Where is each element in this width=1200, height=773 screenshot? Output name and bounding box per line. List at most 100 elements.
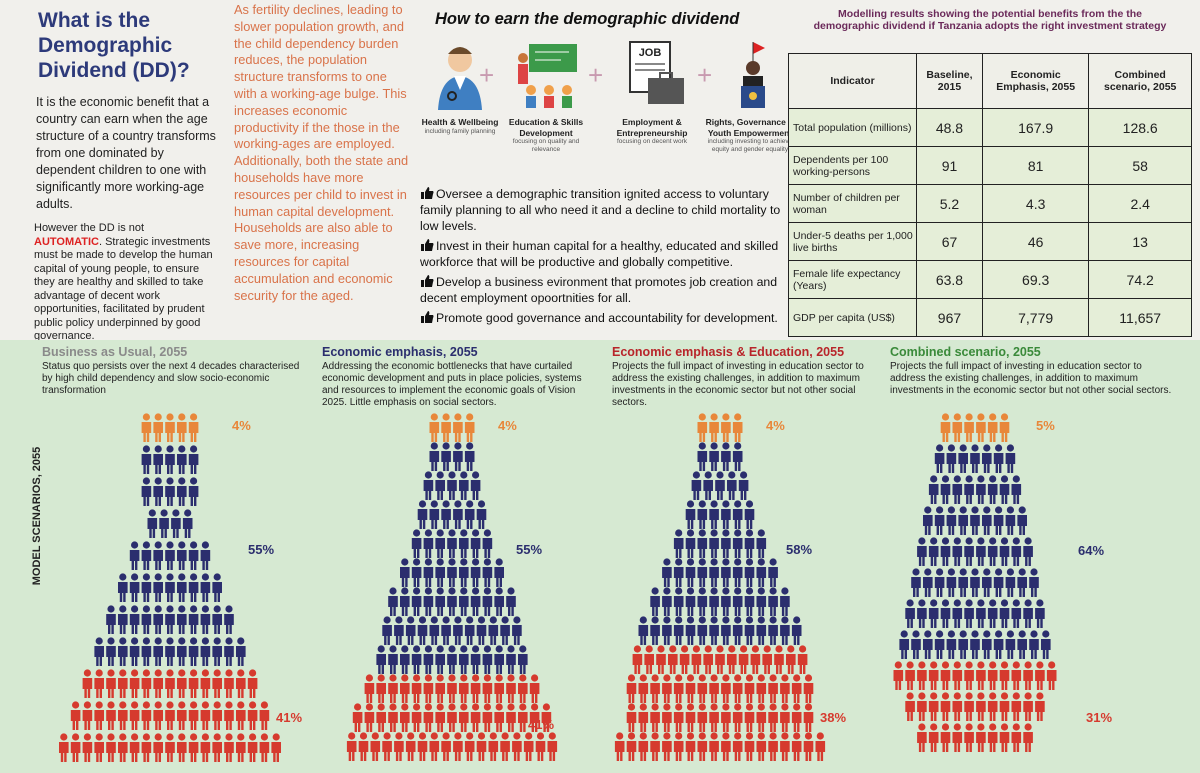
person-icon <box>709 732 719 761</box>
person-body <box>721 683 731 703</box>
person-body <box>447 712 457 732</box>
person-body <box>911 577 921 597</box>
person-icon <box>182 509 193 538</box>
person-icon <box>212 637 222 666</box>
person-icon <box>523 732 534 761</box>
table-cell: 7,779 <box>981 298 1090 337</box>
person-head <box>178 477 186 485</box>
person-icon <box>188 573 199 602</box>
person-body <box>958 515 968 535</box>
person-icon <box>958 506 968 535</box>
person-body <box>106 678 116 698</box>
person-head <box>442 732 450 740</box>
person-body <box>744 741 755 761</box>
person-head <box>448 674 456 682</box>
person-body <box>946 453 957 473</box>
person-icon <box>394 732 404 761</box>
person-body <box>993 515 1004 535</box>
person-head <box>513 732 521 740</box>
table-row: Female life expectancy (Years) 63.8 69.3 74… <box>788 260 1192 299</box>
person-icon <box>423 529 434 558</box>
person-head <box>1030 630 1038 638</box>
person-body <box>435 480 445 500</box>
person-icon <box>82 733 93 762</box>
person-icon <box>650 616 660 645</box>
person-head <box>448 587 456 595</box>
person-head <box>757 616 765 624</box>
person-body <box>159 518 169 538</box>
person-icon <box>691 471 702 500</box>
person-body <box>429 509 440 529</box>
person-body <box>905 608 915 628</box>
person-body <box>1023 732 1033 752</box>
person-icon <box>405 732 416 761</box>
person-body <box>934 453 945 473</box>
employment-icon: JOB <box>629 41 684 104</box>
person-icon <box>224 733 234 762</box>
person-icon <box>934 444 945 473</box>
person-head <box>781 703 789 711</box>
person-icon <box>946 444 957 473</box>
person-body <box>744 596 755 616</box>
person-head <box>225 701 233 709</box>
person-body <box>662 683 672 703</box>
person-body <box>697 625 708 645</box>
person-icon <box>952 723 963 752</box>
person-head <box>166 413 174 421</box>
person-icon <box>394 616 404 645</box>
health-icon <box>438 47 482 110</box>
person-head <box>989 692 997 700</box>
table-cell: Under-5 deaths per 1,000 live births <box>788 222 917 261</box>
person-icon <box>200 573 211 602</box>
person-head <box>745 529 754 537</box>
person-body <box>732 741 743 761</box>
person-head <box>918 661 926 669</box>
person-icon <box>970 506 980 535</box>
person-body <box>780 596 790 616</box>
person-head <box>1006 630 1015 638</box>
person-body <box>417 625 428 645</box>
person-head <box>639 703 647 711</box>
person-body <box>709 625 719 645</box>
person-body <box>756 567 767 587</box>
person-icon <box>981 444 992 473</box>
person-head <box>912 630 920 638</box>
person-head <box>710 732 718 740</box>
person-head <box>936 506 944 514</box>
person-body <box>165 582 175 602</box>
person-icon <box>141 637 152 666</box>
person-head <box>722 703 730 711</box>
person-head <box>131 605 139 613</box>
person-body <box>1017 577 1027 597</box>
person-icon <box>685 558 696 587</box>
person-icon <box>756 529 767 558</box>
person-icon <box>922 568 933 597</box>
person-head <box>947 630 956 638</box>
person-icon <box>1017 506 1027 535</box>
person-body <box>494 596 504 616</box>
person-body <box>423 596 434 616</box>
person-icon <box>981 568 992 597</box>
person-head <box>190 733 198 741</box>
person-head <box>734 500 742 508</box>
person-icon <box>632 645 643 674</box>
person-icon <box>464 413 475 442</box>
person-head <box>989 599 997 607</box>
person-head <box>989 723 997 731</box>
person-icon <box>1046 661 1057 690</box>
person-head <box>142 477 150 485</box>
person-body <box>517 654 528 674</box>
person-body <box>153 678 163 698</box>
person-icon <box>1040 630 1051 659</box>
person-icon <box>423 645 434 674</box>
person-icon <box>1005 444 1016 473</box>
person-body <box>494 654 504 674</box>
person-head <box>107 701 115 709</box>
person-body <box>382 625 392 645</box>
person-head <box>395 616 403 624</box>
person-head <box>675 587 683 595</box>
person-body <box>917 670 927 690</box>
person-head <box>424 471 432 479</box>
person-head <box>971 444 979 452</box>
person-icon <box>441 413 451 442</box>
